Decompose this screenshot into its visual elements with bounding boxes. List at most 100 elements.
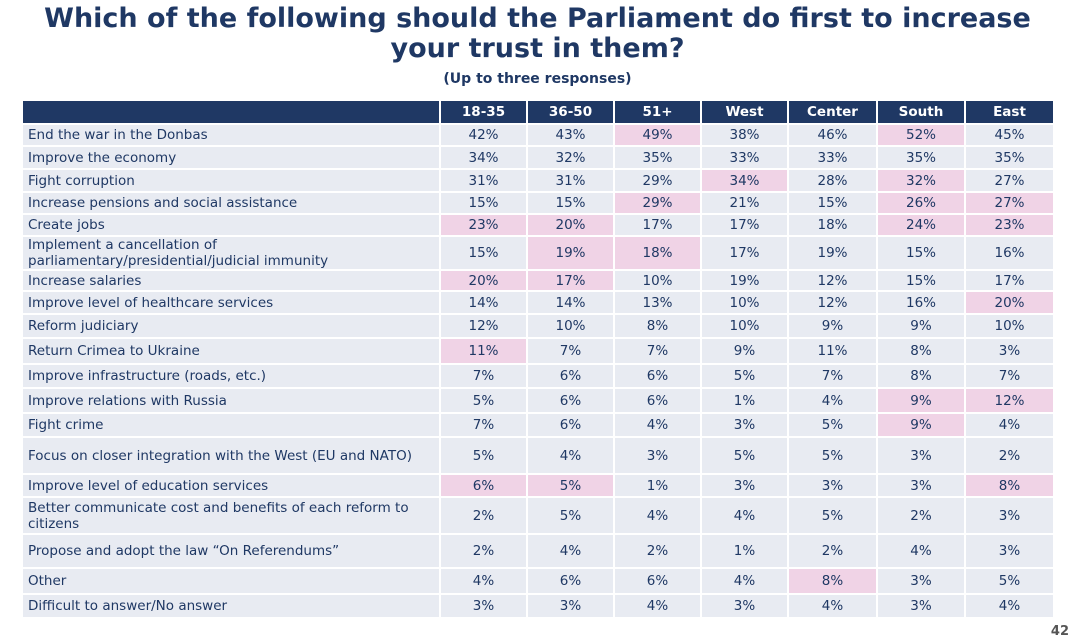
column-header: Center — [787, 101, 877, 124]
table-cell: 4% — [613, 496, 701, 534]
table-cell: 13% — [613, 290, 701, 314]
table-cell: 2% — [876, 496, 965, 534]
table-cell: 31% — [439, 168, 527, 192]
table-cell: 15% — [439, 191, 527, 214]
row-label: Improve level of healthcare services — [23, 290, 440, 314]
table-cell: 6% — [613, 363, 701, 388]
table-cell: 27% — [964, 191, 1053, 214]
table-cell: 20% — [439, 269, 527, 291]
row-label: End the war in the Donbas — [23, 123, 440, 146]
table-cell: 6% — [439, 473, 527, 497]
table-cell: 12% — [439, 313, 527, 338]
row-label: Increase salaries — [23, 269, 440, 291]
table-cell: 6% — [526, 363, 614, 388]
table-row: Implement a cancellation of parliamentar… — [23, 235, 1053, 270]
row-label: Better communicate cost and benefits of … — [23, 496, 440, 534]
table-cell: 6% — [526, 412, 614, 437]
table-cell: 15% — [526, 191, 614, 214]
table-cell: 6% — [613, 387, 701, 413]
table-cell: 4% — [613, 593, 701, 617]
table-cell: 5% — [439, 387, 527, 413]
table-cell: 4% — [526, 436, 614, 474]
table-cell: 46% — [787, 123, 877, 146]
table-cell: 9% — [876, 387, 965, 413]
table-cell: 17% — [613, 213, 701, 236]
table-row: Reform judiciary 12% 10% 8% 10% 9% 9% 10% — [23, 313, 1053, 338]
table-cell: 4% — [787, 387, 877, 413]
row-label: Fight crime — [23, 412, 440, 437]
row-label: Increase pensions and social assistance — [23, 191, 440, 214]
table-cell: 7% — [964, 363, 1053, 388]
row-label: Other — [23, 567, 440, 594]
column-header: 51+ — [613, 101, 701, 124]
table-cell: 17% — [700, 213, 788, 236]
table-cell: 23% — [439, 213, 527, 236]
row-label: Improve infrastructure (roads, etc.) — [23, 363, 440, 388]
table-row: Improve the economy 34% 32% 35% 33% 33% 35% 35% — [23, 145, 1053, 169]
table-row: Increase salaries 20% 17% 10% 19% 12% 15% 17% — [23, 269, 1053, 291]
column-header: 36-50 — [526, 101, 614, 124]
column-header: 18-35 — [439, 101, 527, 124]
table-row: Fight crime 7% 6% 4% 3% 5% 9% 4% — [23, 412, 1053, 437]
table-cell: 10% — [613, 269, 701, 291]
table-row: Fight corruption 31% 31% 29% 34% 28% 32% 27% — [23, 168, 1053, 192]
table-cell: 6% — [526, 387, 614, 413]
table-cell: 3% — [964, 533, 1053, 568]
table-cell: 5% — [787, 496, 877, 534]
table-cell: 3% — [876, 473, 965, 497]
table-cell: 5% — [964, 567, 1053, 594]
table-cell: 10% — [700, 290, 788, 314]
title-line-2: your trust in them? — [390, 33, 685, 64]
title-line-1: Which of the following should the Parlia… — [44, 3, 1031, 34]
table-cell: 5% — [526, 473, 614, 497]
table-cell: 5% — [700, 363, 788, 388]
table-cell: 1% — [700, 533, 788, 568]
table-cell: 4% — [526, 533, 614, 568]
table-cell: 12% — [964, 387, 1053, 413]
table-cell: 42% — [439, 123, 527, 146]
table-cell: 26% — [876, 191, 965, 214]
table-row: Other 4% 6% 6% 4% 8% 3% 5% — [23, 567, 1053, 594]
table-cell: 3% — [964, 337, 1053, 364]
table-cell: 5% — [439, 436, 527, 474]
table-cell: 15% — [439, 235, 527, 270]
table-cell: 3% — [613, 436, 701, 474]
table-cell: 32% — [876, 168, 965, 192]
table-cell: 6% — [613, 567, 701, 594]
table-cell: 4% — [700, 567, 788, 594]
table-cell: 31% — [526, 168, 614, 192]
table-cell: 7% — [787, 363, 877, 388]
table-cell: 4% — [613, 412, 701, 437]
row-label: Improve the economy — [23, 145, 440, 169]
table-cell: 5% — [787, 412, 877, 437]
table-cell: 3% — [876, 593, 965, 617]
table-cell: 9% — [700, 337, 788, 364]
table-cell: 4% — [964, 593, 1053, 617]
table-cell: 7% — [439, 412, 527, 437]
table-cell: 11% — [439, 337, 527, 364]
table-cell: 3% — [700, 412, 788, 437]
table-cell: 3% — [964, 496, 1053, 534]
table-cell: 38% — [700, 123, 788, 146]
table-cell: 15% — [787, 191, 877, 214]
table-cell: 19% — [787, 235, 877, 270]
table-cell: 4% — [439, 567, 527, 594]
column-header: South — [876, 101, 965, 124]
table-cell: 17% — [526, 269, 614, 291]
table-cell: 20% — [526, 213, 614, 236]
table-cell: 15% — [876, 269, 965, 291]
table-row: Propose and adopt the law “On Referendum… — [23, 533, 1053, 568]
table-cell: 14% — [526, 290, 614, 314]
table-cell: 2% — [787, 533, 877, 568]
table-cell: 10% — [700, 313, 788, 338]
table-cell: 35% — [876, 145, 965, 169]
row-label: Focus on closer integration with the Wes… — [23, 436, 440, 474]
table-cell: 11% — [787, 337, 877, 364]
table-cell: 2% — [439, 496, 527, 534]
table-cell: 4% — [876, 533, 965, 568]
table-cell: 6% — [526, 567, 614, 594]
table-cell: 20% — [964, 290, 1053, 314]
row-label: Implement a cancellation of parliamentar… — [23, 235, 440, 270]
table-row: Difficult to answer/No answer 3% 3% 4% 3% 4% 3… — [23, 593, 1053, 617]
table-cell: 10% — [964, 313, 1053, 338]
